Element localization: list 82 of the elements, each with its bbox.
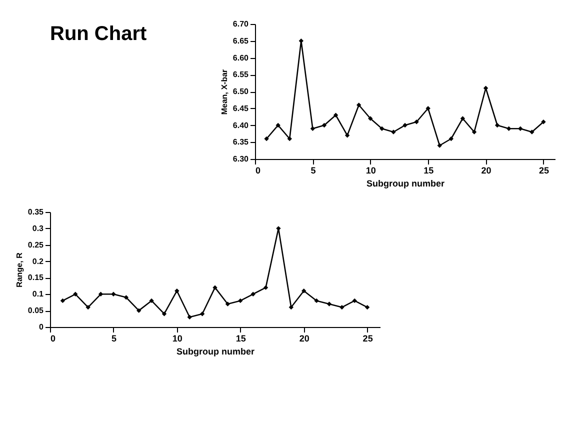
- point: [472, 130, 477, 134]
- y-tick-label: 6.55: [232, 70, 250, 80]
- point: [391, 130, 396, 134]
- point: [426, 106, 430, 111]
- y-tick-label: 0.15: [28, 273, 44, 282]
- point: [322, 122, 327, 128]
- y-tick-label: 0.25: [28, 240, 44, 250]
- point: [494, 122, 500, 128]
- point: [333, 112, 338, 118]
- y-tick-label: 0: [39, 322, 44, 332]
- point: [200, 312, 205, 316]
- point: [212, 285, 218, 290]
- y-tick-label: 6.50: [232, 87, 250, 96]
- x-tick-label: 25: [362, 334, 373, 344]
- y-axis-title: Range, R: [14, 252, 24, 288]
- point: [364, 304, 370, 310]
- point: [149, 298, 154, 304]
- x-tick-label: 0: [256, 166, 261, 176]
- x-tick-label: 20: [299, 334, 310, 344]
- y-tick-label: 6.45: [232, 104, 250, 113]
- x-axis-title: Subgroup number: [366, 178, 445, 188]
- point: [98, 292, 104, 296]
- y-tick-label: 0.05: [28, 306, 44, 316]
- point: [124, 295, 128, 300]
- point: [287, 136, 292, 142]
- point: [380, 126, 384, 131]
- point: [310, 126, 316, 131]
- x-tick-label: 15: [236, 334, 246, 344]
- point: [225, 302, 230, 306]
- point: [340, 304, 344, 310]
- point: [73, 292, 78, 296]
- x-tick-label: 5: [310, 166, 316, 176]
- y-tick-label: 0.3: [32, 224, 44, 233]
- x-tick-label: 25: [538, 166, 549, 176]
- point: [541, 120, 546, 124]
- y-tick-label: 0.35: [28, 208, 44, 216]
- x-tick-label: 5: [111, 334, 116, 344]
- y-tick-label: 0.1: [32, 290, 44, 299]
- point: [276, 122, 280, 128]
- point: [174, 288, 180, 294]
- y-tick-label: 6.70: [232, 20, 250, 28]
- point: [162, 312, 167, 316]
- point: [238, 298, 243, 304]
- point: [448, 136, 454, 142]
- point: [288, 304, 294, 310]
- x-axis-title: Subgroup number: [176, 346, 255, 356]
- point: [460, 116, 466, 121]
- x-tick-label: 0: [50, 334, 56, 344]
- point: [414, 120, 419, 124]
- y-tick-label: 6.30: [232, 154, 250, 164]
- point: [518, 126, 523, 131]
- point: [483, 86, 488, 90]
- point: [263, 285, 268, 290]
- point: [187, 314, 192, 320]
- x-tick-label: 20: [481, 166, 492, 176]
- point: [506, 126, 512, 131]
- y-tick-label: 0.2: [32, 256, 44, 266]
- point: [314, 298, 319, 304]
- point: [356, 102, 362, 108]
- point: [368, 116, 373, 121]
- point: [264, 136, 269, 142]
- x-tick-label: 10: [172, 334, 182, 344]
- y-tick-label: 6.60: [232, 53, 250, 62]
- point: [352, 298, 357, 304]
- point: [402, 122, 408, 128]
- point: [326, 302, 332, 306]
- point: [302, 288, 306, 294]
- point: [250, 292, 256, 296]
- y-tick-label: 6.35: [232, 138, 250, 147]
- chart-title: Run Chart: [50, 23, 147, 45]
- x-tick-label: 15: [424, 166, 434, 176]
- point: [136, 308, 142, 313]
- point: [60, 298, 66, 304]
- point: [530, 130, 534, 134]
- x-tick-label: 10: [366, 166, 376, 176]
- y-tick-label: 6.40: [232, 120, 250, 130]
- y-tick-label: 6.65: [232, 36, 250, 46]
- point: [86, 304, 90, 310]
- point: [437, 143, 442, 148]
- y-axis-title: Mean, X-bar: [220, 69, 229, 115]
- point: [344, 133, 350, 138]
- point: [111, 292, 116, 296]
